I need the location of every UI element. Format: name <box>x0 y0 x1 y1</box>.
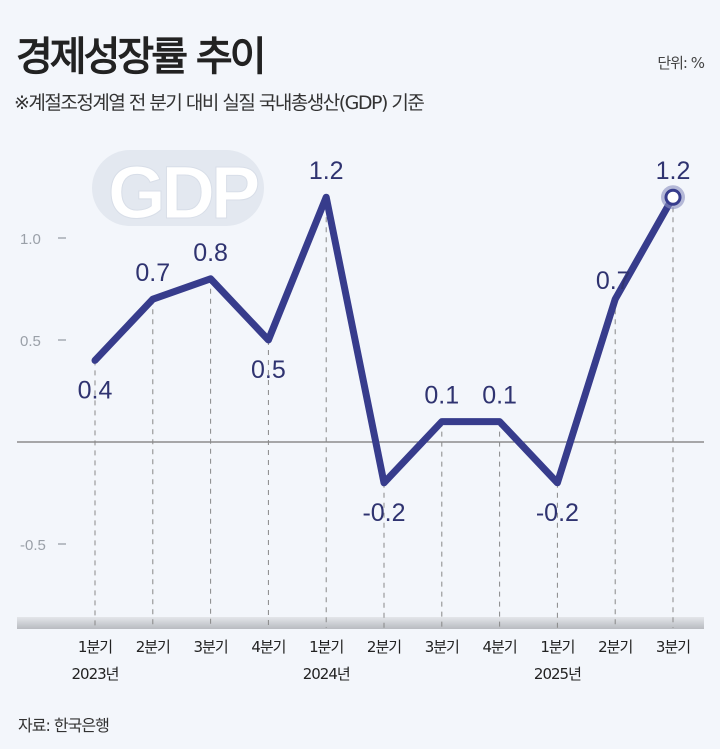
x-tick-label: 2분기 <box>598 638 632 656</box>
gdp-watermark: GDP <box>92 150 264 235</box>
y-tick-label: 0.5 <box>20 333 41 350</box>
data-label: 0.4 <box>78 376 113 404</box>
x-axis-bar <box>17 617 704 629</box>
x-tick-label: 1분기 <box>309 638 343 656</box>
x-tick-label: 3분기 <box>425 638 459 656</box>
data-label: 0.5 <box>251 356 286 384</box>
data-label: 0.7 <box>135 259 170 287</box>
y-tick-label: 1.0 <box>20 231 41 248</box>
chart-subtitle: ※계절조정계열 전 분기 대비 실질 국내총생산(GDP) 기준 <box>14 92 425 114</box>
watermark-text: GDP <box>108 151 258 234</box>
x-tick-label: 3분기 <box>656 638 690 656</box>
unit-label: 단위: % <box>657 54 705 72</box>
x-tick-label: 1분기 <box>78 638 112 656</box>
x-tick-label: 4분기 <box>483 638 517 656</box>
data-label: 0.7 <box>596 267 631 295</box>
source-label: 자료: 한국은행 <box>18 716 110 735</box>
y-tick-label: -0.5 <box>20 537 46 554</box>
data-label: 0.1 <box>482 382 517 410</box>
year-label: 2024년 <box>303 665 350 683</box>
data-label: 1.2 <box>309 157 344 185</box>
data-label: -0.2 <box>362 499 405 527</box>
data-label: -0.2 <box>536 499 579 527</box>
x-tick-label: 2분기 <box>136 638 170 656</box>
growth-line <box>91 193 677 487</box>
x-tick-label: 3분기 <box>194 638 228 656</box>
x-tick-label: 2분기 <box>367 638 401 656</box>
line-chart: GDP 1.0 0.5 -0.5 1분기 2분기 3분기 4분기 1분기 2분기 3분기 4분기 1분… <box>17 150 704 683</box>
data-label: 0.1 <box>424 382 459 410</box>
year-label: 2025년 <box>534 665 581 683</box>
data-label: 0.8 <box>193 239 228 267</box>
data-label: 1.2 <box>656 157 691 185</box>
x-tick-label: 4분기 <box>251 638 285 656</box>
chart-title: 경제성장률 추이 <box>16 34 267 80</box>
highlight-point <box>664 188 682 206</box>
x-tick-label: 1분기 <box>540 638 574 656</box>
year-label: 2023년 <box>72 665 119 683</box>
